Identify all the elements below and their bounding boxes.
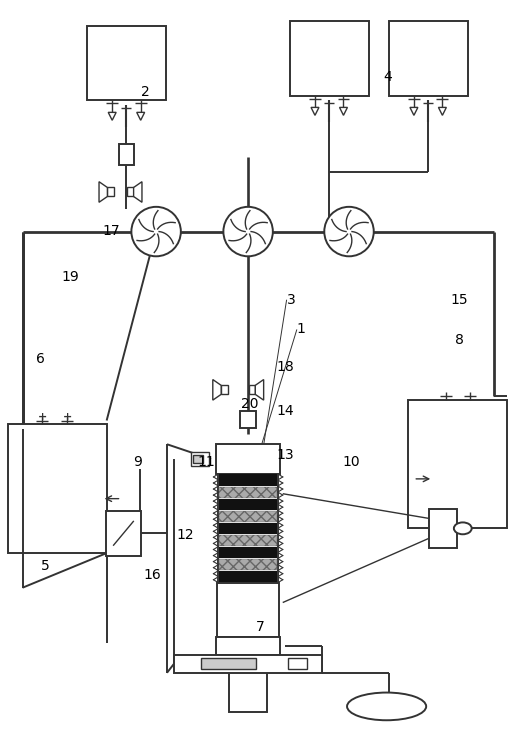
Bar <box>201 659 255 669</box>
Bar <box>193 455 203 463</box>
Text: 1: 1 <box>297 322 306 336</box>
Bar <box>389 21 468 95</box>
Bar <box>287 659 308 669</box>
Text: 15: 15 <box>450 293 468 306</box>
Ellipse shape <box>454 523 472 534</box>
Bar <box>219 474 278 583</box>
Bar <box>249 385 255 394</box>
Bar <box>219 559 277 570</box>
Bar <box>8 424 107 553</box>
Text: 2: 2 <box>141 85 149 98</box>
Polygon shape <box>340 107 347 116</box>
Text: 9: 9 <box>133 455 142 469</box>
Text: 5: 5 <box>41 559 50 574</box>
Bar <box>219 475 277 486</box>
Ellipse shape <box>347 692 426 720</box>
Bar <box>219 487 277 498</box>
Text: 12: 12 <box>177 528 194 542</box>
Polygon shape <box>311 107 319 116</box>
Text: 4: 4 <box>384 70 392 84</box>
Circle shape <box>324 207 374 256</box>
Bar <box>127 188 133 197</box>
Bar <box>219 523 277 534</box>
Text: 18: 18 <box>277 360 294 373</box>
Bar <box>429 508 457 548</box>
Polygon shape <box>133 182 142 202</box>
Bar <box>174 655 322 673</box>
Polygon shape <box>108 113 116 120</box>
Bar <box>108 188 114 197</box>
Text: 8: 8 <box>455 333 464 347</box>
Bar <box>216 637 280 655</box>
Text: 13: 13 <box>277 448 294 462</box>
Text: 10: 10 <box>343 455 360 469</box>
Bar <box>219 535 277 546</box>
Bar <box>219 511 277 522</box>
Polygon shape <box>410 107 418 116</box>
Bar <box>219 499 277 510</box>
Polygon shape <box>213 379 221 400</box>
Text: 20: 20 <box>240 397 258 411</box>
Polygon shape <box>255 379 264 400</box>
Polygon shape <box>136 113 145 120</box>
Polygon shape <box>438 107 446 116</box>
Bar <box>218 583 279 637</box>
Bar <box>106 511 141 556</box>
Text: 6: 6 <box>36 352 45 366</box>
Text: 3: 3 <box>286 293 295 306</box>
Bar <box>191 452 209 466</box>
Bar <box>408 400 507 529</box>
Text: 11: 11 <box>197 455 215 469</box>
Bar <box>221 385 227 394</box>
Bar <box>219 572 277 582</box>
Text: 17: 17 <box>102 224 120 237</box>
Text: 16: 16 <box>143 568 161 581</box>
Circle shape <box>223 207 273 256</box>
Text: 14: 14 <box>277 404 294 418</box>
Bar <box>118 143 134 165</box>
Circle shape <box>131 207 181 256</box>
Bar <box>230 671 267 713</box>
Bar <box>240 411 256 428</box>
Bar <box>219 535 277 546</box>
Bar <box>219 511 277 522</box>
Text: 7: 7 <box>256 620 265 634</box>
Text: +: + <box>63 412 72 421</box>
Polygon shape <box>99 182 108 202</box>
Bar <box>216 445 280 474</box>
Bar <box>219 559 277 570</box>
Bar <box>219 487 277 498</box>
Text: +: + <box>38 412 47 421</box>
Bar <box>290 21 369 95</box>
Bar <box>219 547 277 558</box>
Bar <box>87 26 166 101</box>
Text: 19: 19 <box>62 270 79 285</box>
